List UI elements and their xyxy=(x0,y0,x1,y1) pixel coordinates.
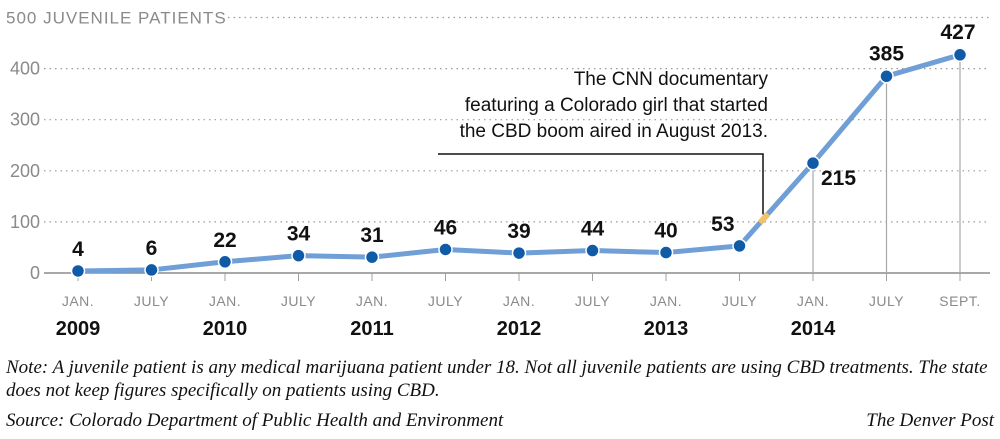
juvenile-patients-chart: 0 100 200 300 400 500 JUVENILE PATIENTS JAN. JU… xyxy=(6,9,990,340)
y-tick-label: 0 xyxy=(30,263,40,283)
data-point xyxy=(438,242,453,257)
x-tick-label: JULY xyxy=(281,293,316,309)
data-label: 6 xyxy=(146,237,158,260)
data-point xyxy=(658,245,674,260)
source-line: Source: Colorado Department of Public He… xyxy=(6,410,504,431)
x-tick-label: JULY xyxy=(575,293,610,309)
x-tick-label: JAN. xyxy=(209,293,241,309)
x-tick-label: JULY xyxy=(869,293,904,309)
x-tick-label: JAN. xyxy=(356,293,388,309)
year-label: 2011 xyxy=(350,318,393,340)
data-label: 44 xyxy=(581,218,605,241)
x-tick-label: JULY xyxy=(428,293,463,309)
data-point xyxy=(732,238,747,254)
data-point xyxy=(217,254,233,270)
data-point xyxy=(291,248,306,263)
data-label: 22 xyxy=(213,229,236,252)
data-point xyxy=(585,243,600,258)
y-axis-title: 500 JUVENILE PATIENTS xyxy=(6,9,227,28)
x-tick-label: JAN. xyxy=(650,293,682,309)
data-point xyxy=(952,47,968,63)
year-label: 2012 xyxy=(497,318,542,340)
data-label: 34 xyxy=(287,223,311,246)
y-tick-label: 100 xyxy=(10,212,40,232)
x-tick-label: JULY xyxy=(722,293,757,309)
data-label: 385 xyxy=(869,42,904,65)
x-tick-label: JAN. xyxy=(62,293,94,309)
year-label: 2013 xyxy=(644,318,689,340)
data-label: 31 xyxy=(360,224,384,247)
data-label: 39 xyxy=(507,220,530,243)
data-label: 215 xyxy=(821,167,856,190)
data-point xyxy=(805,155,821,171)
y-tick-label: 300 xyxy=(10,110,40,130)
year-label: 2014 xyxy=(791,318,836,340)
x-tick-label: JAN. xyxy=(797,293,829,309)
data-label: 40 xyxy=(654,220,677,243)
y-tick-label: 400 xyxy=(10,59,40,79)
annotation-leader xyxy=(438,153,764,215)
year-label: 2009 xyxy=(56,318,101,340)
data-label: 427 xyxy=(940,21,975,44)
publisher-credit: The Denver Post xyxy=(866,410,994,431)
data-label: 4 xyxy=(72,238,84,261)
august-2013-highlight xyxy=(757,211,771,225)
annotation-text-line: the CBD boom aired in August 2013. xyxy=(460,121,768,142)
data-point xyxy=(144,262,159,278)
year-label: 2010 xyxy=(203,318,248,340)
chart-note: Note: A juvenile patient is any medical … xyxy=(6,357,988,401)
x-tick-label: JAN. xyxy=(503,293,535,309)
data-point xyxy=(879,69,894,84)
x-tick-label: JULY xyxy=(134,293,169,309)
data-point xyxy=(364,249,380,265)
data-point xyxy=(70,263,86,279)
data-point xyxy=(511,245,527,261)
y-tick-label: 200 xyxy=(10,161,40,181)
data-label: 46 xyxy=(434,216,457,239)
x-tick-label: SEPT. xyxy=(939,293,980,309)
annotation-text-line: featuring a Colorado girl that started xyxy=(465,95,768,116)
annotation-text-line: The CNN documentary xyxy=(574,69,769,90)
data-label: 53 xyxy=(711,213,734,236)
